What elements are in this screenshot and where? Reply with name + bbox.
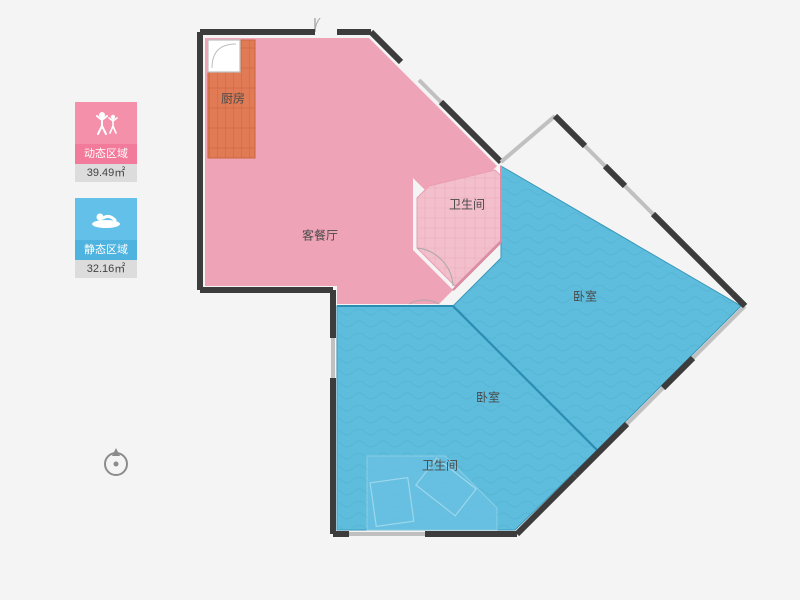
legend-static-title: 静态区域 — [75, 240, 137, 260]
legend-dynamic-icon — [75, 102, 137, 144]
legend-dynamic-title: 动态区域 — [75, 144, 137, 164]
wall — [555, 116, 585, 146]
wall — [625, 186, 653, 214]
door-arc — [315, 18, 337, 32]
legend-static-value: 32.16㎡ — [75, 260, 137, 278]
legend-dynamic: 动态区域 39.49㎡ — [75, 102, 137, 182]
shower-icon — [208, 40, 240, 72]
legend-static-icon — [75, 198, 137, 240]
compass-icon — [98, 442, 134, 483]
floor-plan — [185, 18, 785, 583]
legend: 动态区域 39.49㎡ 静态区域 32.16㎡ — [75, 102, 137, 294]
legend-static: 静态区域 32.16㎡ — [75, 198, 137, 278]
legend-dynamic-value: 39.49㎡ — [75, 164, 137, 182]
wall — [585, 146, 605, 166]
wall — [605, 166, 625, 186]
wall — [501, 116, 555, 162]
